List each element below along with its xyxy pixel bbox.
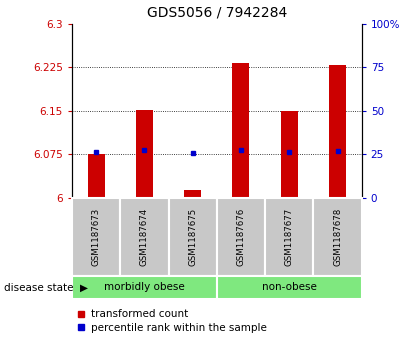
Bar — [233, 63, 249, 198]
Bar — [329, 65, 346, 198]
Bar — [120, 198, 169, 276]
Text: GSM1187675: GSM1187675 — [188, 208, 197, 266]
Bar — [136, 110, 153, 198]
Bar — [281, 111, 298, 198]
Bar — [217, 276, 362, 299]
Text: non-obese: non-obese — [262, 282, 317, 292]
Text: GSM1187678: GSM1187678 — [333, 208, 342, 266]
Text: GSM1187677: GSM1187677 — [285, 208, 294, 266]
Text: GSM1187673: GSM1187673 — [92, 208, 101, 266]
Bar — [169, 198, 217, 276]
Text: morbidly obese: morbidly obese — [104, 282, 185, 292]
Bar — [265, 198, 314, 276]
Bar — [314, 198, 362, 276]
Legend: transformed count, percentile rank within the sample: transformed count, percentile rank withi… — [77, 309, 267, 333]
Bar — [88, 154, 104, 198]
Title: GDS5056 / 7942284: GDS5056 / 7942284 — [147, 6, 287, 20]
Text: GSM1187676: GSM1187676 — [236, 208, 245, 266]
Text: GSM1187674: GSM1187674 — [140, 208, 149, 266]
Bar — [72, 198, 120, 276]
Bar — [72, 276, 217, 299]
Bar — [217, 198, 265, 276]
Bar — [184, 190, 201, 198]
Text: disease state  ▶: disease state ▶ — [4, 282, 88, 292]
